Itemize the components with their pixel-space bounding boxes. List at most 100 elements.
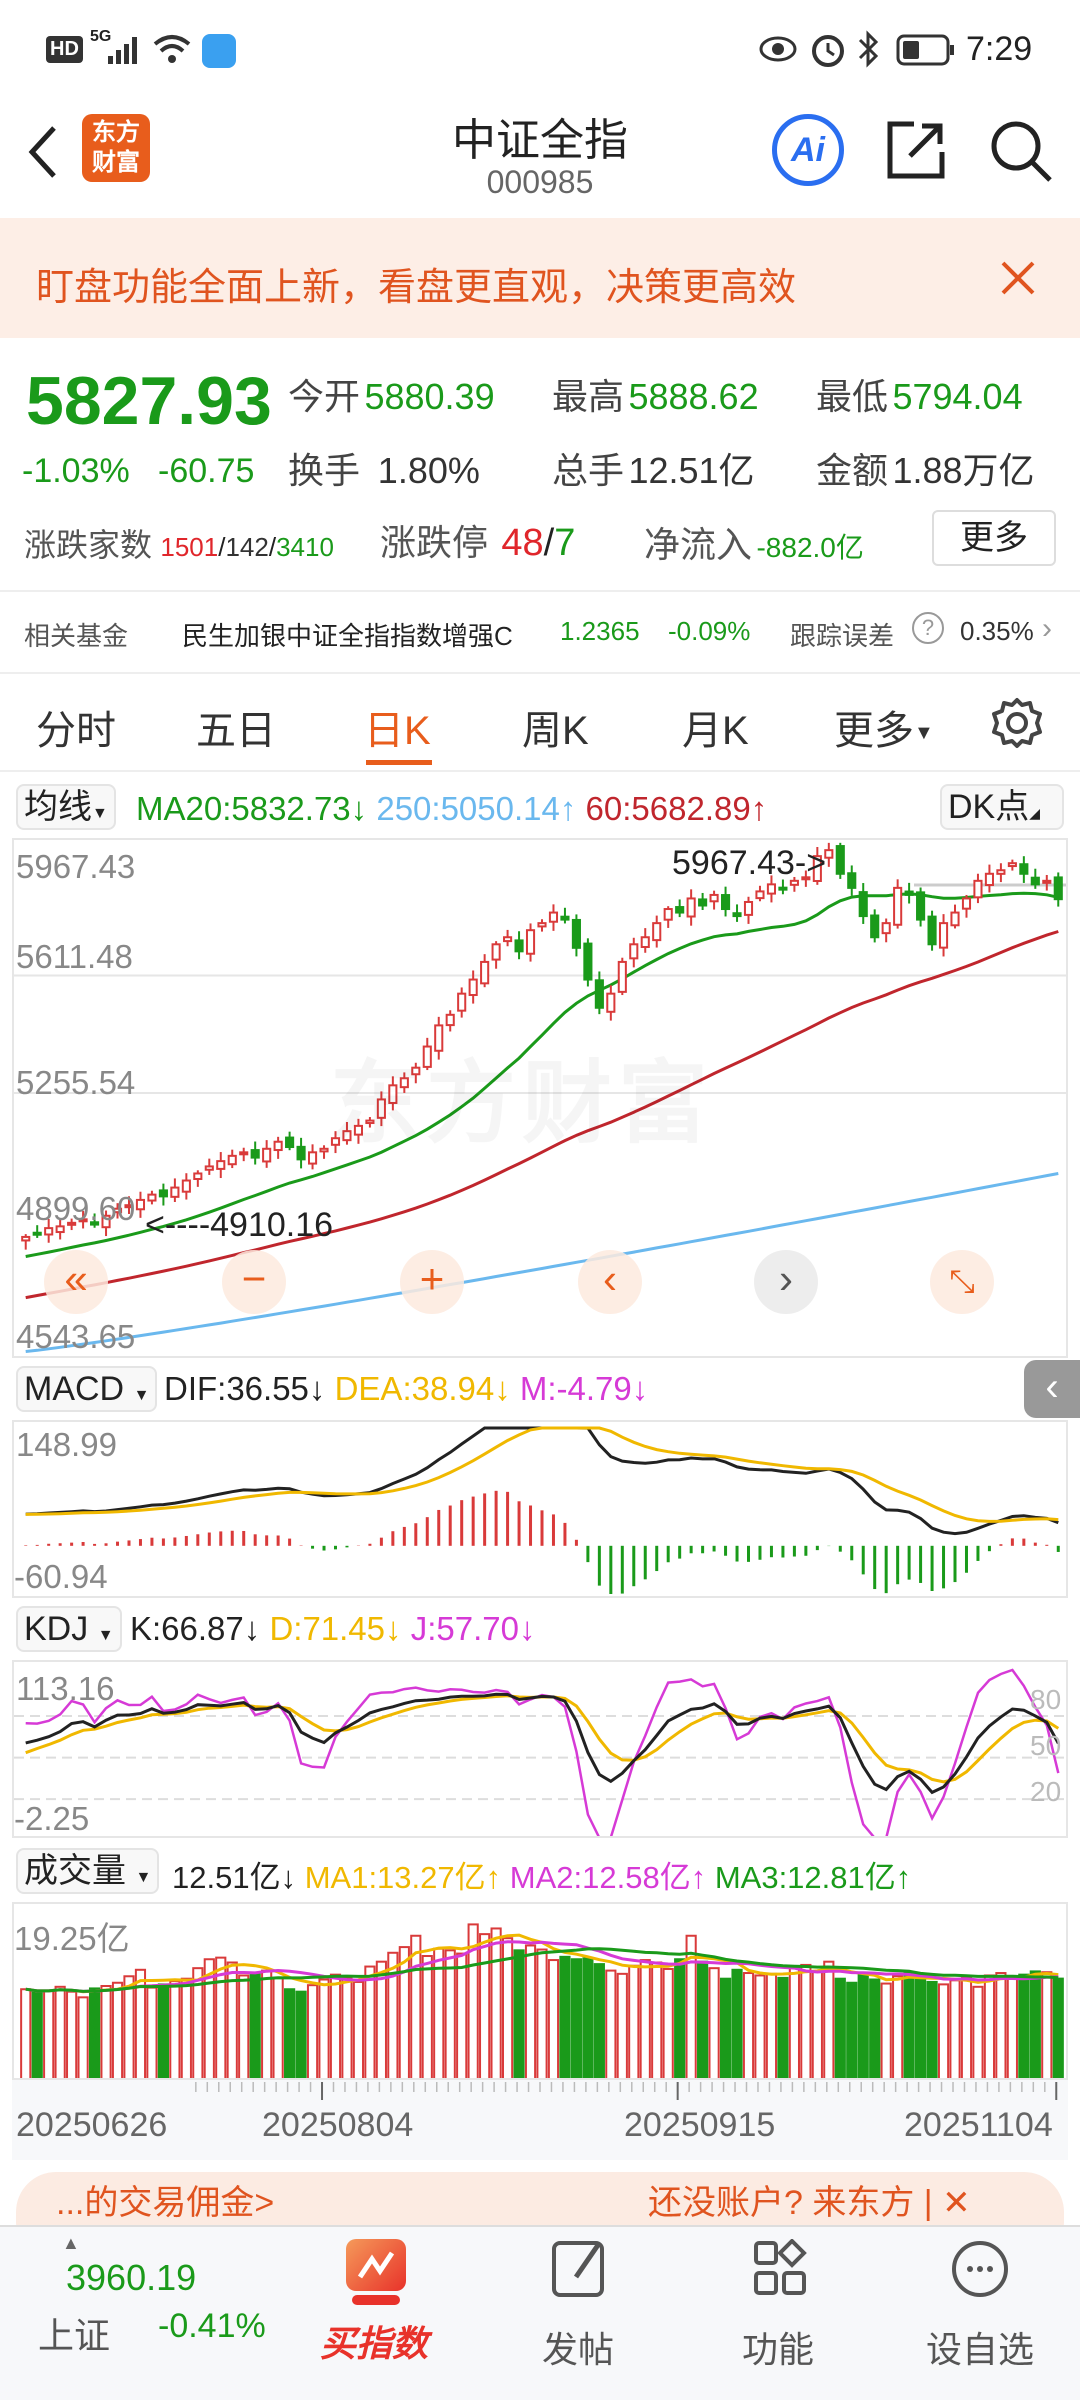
volume-selector[interactable]: 成交量 ▼ bbox=[16, 1848, 160, 1894]
volume-bar bbox=[1041, 1971, 1053, 2078]
index-ticker[interactable]: ▲ 3960.19 上证 -0.41% bbox=[0, 2227, 266, 2402]
help-icon[interactable]: ? bbox=[912, 612, 944, 644]
candle bbox=[307, 1151, 318, 1165]
candle bbox=[755, 890, 765, 900]
volume-bar bbox=[628, 1964, 640, 2078]
volume-bar bbox=[375, 1960, 387, 2078]
tab-more[interactable]: 更多▼ bbox=[834, 698, 934, 756]
volume-bar bbox=[169, 1980, 181, 2078]
candle bbox=[606, 992, 616, 1013]
fund-nav: 1.2365 bbox=[560, 616, 640, 646]
index-change: -0.41% bbox=[158, 2307, 266, 2345]
banner-text: 盯盘功能全面上新，看盘更直观，决策更高效 bbox=[36, 267, 797, 309]
dif-arrow: ↓ bbox=[308, 1370, 326, 1407]
fund-name[interactable]: 民生加银中证全指指数增强C bbox=[182, 621, 513, 651]
candle bbox=[1019, 863, 1029, 875]
kdj-selector[interactable]: KDJ ▼ bbox=[16, 1606, 122, 1652]
volume-bar bbox=[192, 1967, 204, 2078]
network-badge: 5G bbox=[90, 28, 112, 45]
dropdown-icon: ▼ bbox=[133, 1387, 150, 1404]
volume-selector-label: 成交量 bbox=[24, 1852, 126, 1890]
volume-bar bbox=[811, 1970, 823, 2078]
tab-more-label: 更多 bbox=[834, 709, 914, 753]
tab-five-day[interactable]: 五日 bbox=[196, 709, 276, 753]
dropdown-icon: ▼ bbox=[97, 1627, 114, 1644]
d-arrow: ↓ bbox=[385, 1610, 402, 1647]
candle bbox=[514, 939, 524, 953]
m-value: M:-4.79 bbox=[519, 1370, 632, 1407]
volume-bar bbox=[547, 1959, 560, 2078]
fullscreen-icon[interactable]: ⤡ bbox=[930, 1250, 994, 1314]
turnover-label: 换手 bbox=[288, 450, 361, 491]
nav-post[interactable]: 发帖 bbox=[530, 2239, 630, 2389]
volume-bar bbox=[524, 1944, 537, 2078]
tab-weekly-k[interactable]: 周K bbox=[522, 709, 589, 753]
header: 东方 财富 中证全指 000985 Ai bbox=[0, 100, 1080, 216]
dropdown-icon: ▼ bbox=[92, 805, 108, 822]
macd-selector[interactable]: MACD ▼ bbox=[16, 1366, 158, 1412]
tab-daily-k[interactable]: 日K bbox=[364, 709, 431, 753]
more-button[interactable]: 更多 bbox=[932, 510, 1056, 566]
dropdown-icon: ▼ bbox=[914, 721, 934, 744]
zoom-in-icon[interactable]: + bbox=[400, 1250, 464, 1314]
candle bbox=[904, 890, 914, 896]
max-price-marker: 5967.43-> bbox=[672, 844, 827, 882]
collapse-panel-button[interactable]: ‹ bbox=[1024, 1360, 1080, 1418]
share-icon[interactable] bbox=[884, 118, 948, 182]
candle bbox=[491, 943, 501, 961]
status-bar: HD 5G 7:29 bbox=[0, 0, 1080, 100]
m-arrow: ↓ bbox=[631, 1370, 649, 1407]
candle bbox=[193, 1172, 203, 1181]
related-fund-row[interactable]: 相关基金 民生加银中证全指指数增强C 1.2365 -0.09% 跟踪误差 ? … bbox=[0, 592, 1080, 672]
nav-add-watchlist[interactable]: 设自选 bbox=[920, 2239, 1040, 2389]
dk-point-button[interactable]: DK点◢ bbox=[940, 784, 1064, 830]
divider bbox=[0, 672, 1080, 674]
macd-axis-top: 148.99 bbox=[16, 1426, 117, 1463]
volume-bar bbox=[364, 1965, 376, 2078]
close-icon[interactable] bbox=[1000, 260, 1036, 296]
settings-gear-icon[interactable] bbox=[990, 696, 1044, 750]
ai-button[interactable]: Ai bbox=[772, 114, 844, 186]
candle bbox=[78, 1218, 88, 1223]
candle bbox=[296, 1145, 306, 1161]
back-icon[interactable] bbox=[22, 122, 62, 182]
nav-label-active: 买指数 bbox=[320, 2323, 429, 2364]
search-icon[interactable] bbox=[988, 118, 1054, 184]
volume-bar bbox=[593, 1963, 605, 2078]
logo-text: 财富 bbox=[92, 149, 140, 176]
index-value: 3960.19 bbox=[66, 2257, 197, 2298]
prev-icon[interactable]: ‹ bbox=[578, 1250, 642, 1314]
candle bbox=[801, 876, 811, 881]
feature-banner[interactable]: 盯盘功能全面上新，看盘更直观，决策更高效 bbox=[0, 218, 1080, 338]
candle bbox=[170, 1186, 180, 1198]
kdj-axis-top: 113.16 bbox=[16, 1670, 115, 1707]
index-name: 上证 bbox=[38, 2315, 111, 2356]
ma-selector[interactable]: 均线▼ bbox=[16, 784, 116, 830]
ma250-arrow: ↑ bbox=[559, 790, 577, 827]
rewind-icon[interactable]: « bbox=[44, 1250, 108, 1314]
tab-monthly-k[interactable]: 月K bbox=[682, 709, 749, 753]
high-field: 最高 5888.62 bbox=[552, 368, 759, 420]
volume-bar bbox=[479, 1933, 491, 2078]
zoom-out-icon[interactable]: − bbox=[222, 1250, 286, 1314]
tab-intraday[interactable]: 分时 bbox=[36, 709, 116, 753]
tracking-error-value: 0.35% bbox=[960, 616, 1034, 646]
candle bbox=[353, 1124, 363, 1136]
ma-selector-label: 均线 bbox=[24, 788, 92, 826]
fund-label: 相关基金 bbox=[24, 621, 129, 651]
candle bbox=[938, 922, 949, 949]
volume-bar bbox=[559, 1955, 571, 2078]
nav-buy-index[interactable]: 买指数 bbox=[310, 2239, 440, 2389]
netflow-value: -882.0亿 bbox=[756, 532, 864, 563]
ad-close[interactable]: 还没账户? 来东方 | ✕ bbox=[648, 2184, 971, 2222]
volume-bar bbox=[937, 1983, 950, 2078]
candle bbox=[721, 894, 731, 911]
nav-functions[interactable]: 功能 bbox=[730, 2239, 830, 2389]
macd-chart bbox=[12, 1420, 1068, 1598]
ma250-value: 250:5050.14 bbox=[376, 790, 560, 827]
next-icon[interactable]: › bbox=[754, 1250, 818, 1314]
candlestick-chart[interactable] bbox=[12, 838, 1068, 1358]
volume-bar bbox=[800, 1963, 812, 2078]
low-field: 最低 5794.04 bbox=[816, 368, 1023, 420]
expand-icon[interactable]: ▲ bbox=[62, 2233, 80, 2253]
